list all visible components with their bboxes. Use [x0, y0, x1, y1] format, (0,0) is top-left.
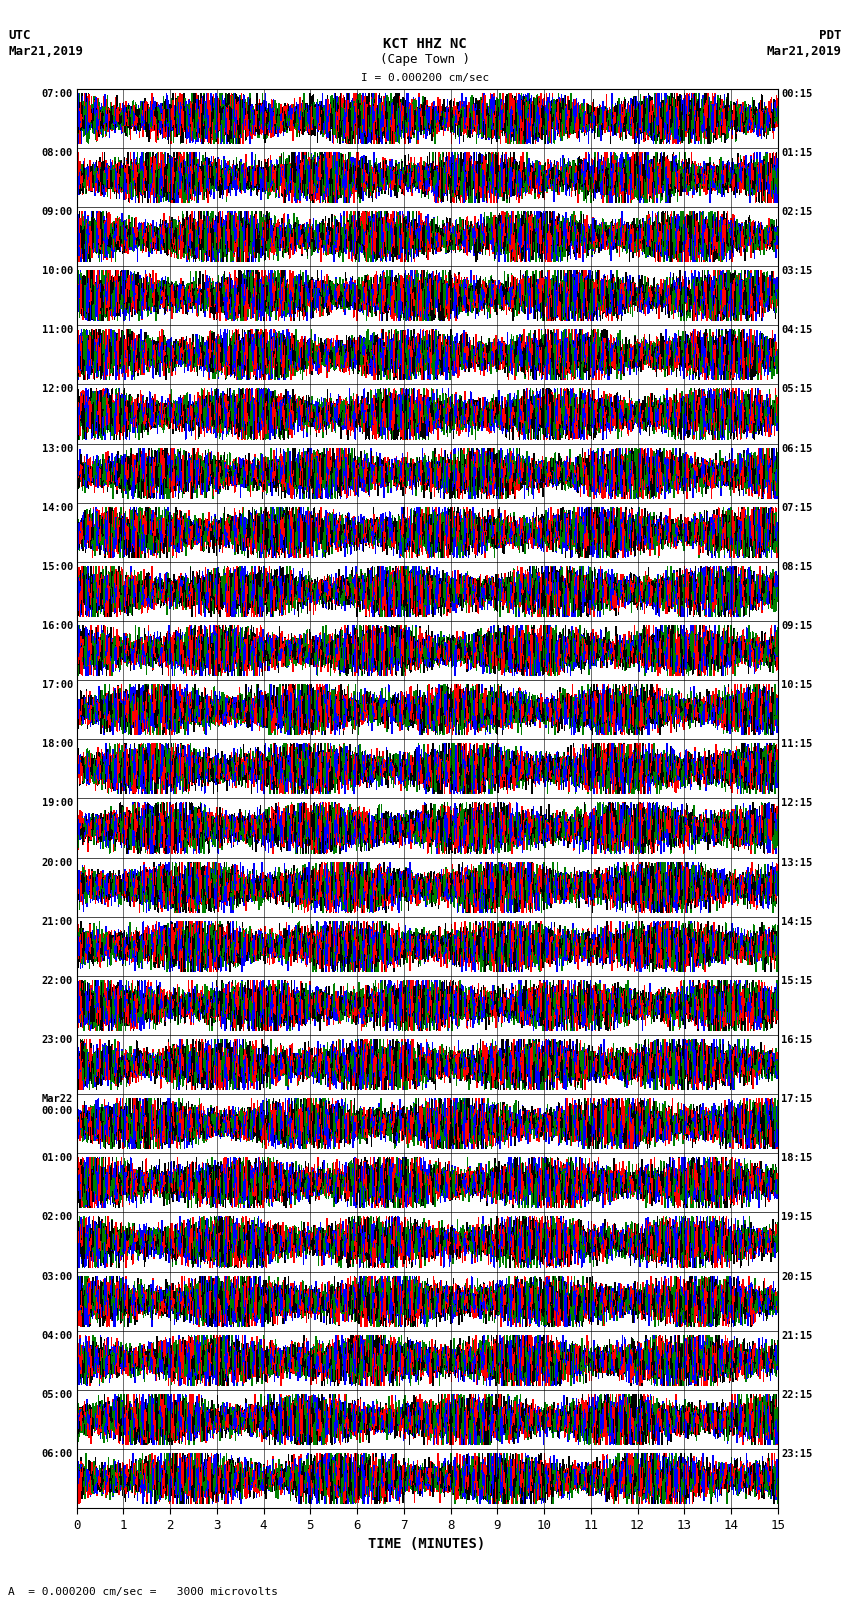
Text: 20:00: 20:00	[42, 858, 73, 868]
Text: A  = 0.000200 cm/sec =   3000 microvolts: A = 0.000200 cm/sec = 3000 microvolts	[8, 1587, 279, 1597]
Text: 19:00: 19:00	[42, 798, 73, 808]
Text: 17:15: 17:15	[781, 1094, 813, 1105]
Text: 17:00: 17:00	[42, 681, 73, 690]
Text: 15:15: 15:15	[781, 976, 813, 986]
Text: 00:15: 00:15	[781, 89, 813, 98]
Text: 06:15: 06:15	[781, 444, 813, 453]
Text: 16:15: 16:15	[781, 1036, 813, 1045]
Text: PDT: PDT	[819, 29, 842, 42]
Text: KCT HHZ NC: KCT HHZ NC	[383, 37, 467, 52]
Text: 08:00: 08:00	[42, 148, 73, 158]
Text: 09:00: 09:00	[42, 206, 73, 218]
Text: 10:00: 10:00	[42, 266, 73, 276]
Text: 03:15: 03:15	[781, 266, 813, 276]
Text: UTC: UTC	[8, 29, 31, 42]
Text: 02:15: 02:15	[781, 206, 813, 218]
Text: 01:15: 01:15	[781, 148, 813, 158]
Text: 22:00: 22:00	[42, 976, 73, 986]
Text: 12:00: 12:00	[42, 384, 73, 395]
Text: 14:00: 14:00	[42, 503, 73, 513]
Text: 07:00: 07:00	[42, 89, 73, 98]
Text: Mar21,2019: Mar21,2019	[767, 45, 842, 58]
Text: 08:15: 08:15	[781, 561, 813, 573]
Text: 12:15: 12:15	[781, 798, 813, 808]
Text: 21:15: 21:15	[781, 1331, 813, 1340]
Text: 14:15: 14:15	[781, 916, 813, 927]
Text: 23:00: 23:00	[42, 1036, 73, 1045]
Text: 03:00: 03:00	[42, 1271, 73, 1282]
Text: 04:00: 04:00	[42, 1331, 73, 1340]
Text: 19:15: 19:15	[781, 1213, 813, 1223]
Text: 22:15: 22:15	[781, 1390, 813, 1400]
Text: Mar21,2019: Mar21,2019	[8, 45, 83, 58]
Text: 02:00: 02:00	[42, 1213, 73, 1223]
Text: 21:00: 21:00	[42, 916, 73, 927]
Text: 06:00: 06:00	[42, 1448, 73, 1460]
Text: 10:15: 10:15	[781, 681, 813, 690]
Text: 05:15: 05:15	[781, 384, 813, 395]
Text: 05:00: 05:00	[42, 1390, 73, 1400]
Text: 13:15: 13:15	[781, 858, 813, 868]
Text: Mar22
00:00: Mar22 00:00	[42, 1094, 73, 1116]
Text: I = 0.000200 cm/sec: I = 0.000200 cm/sec	[361, 73, 489, 82]
X-axis label: TIME (MINUTES): TIME (MINUTES)	[369, 1537, 485, 1552]
Text: 16:00: 16:00	[42, 621, 73, 631]
Text: 18:15: 18:15	[781, 1153, 813, 1163]
Text: 04:15: 04:15	[781, 326, 813, 336]
Text: 23:15: 23:15	[781, 1448, 813, 1460]
Text: 18:00: 18:00	[42, 739, 73, 750]
Text: 09:15: 09:15	[781, 621, 813, 631]
Text: (Cape Town ): (Cape Town )	[380, 53, 470, 66]
Text: 15:00: 15:00	[42, 561, 73, 573]
Text: 13:00: 13:00	[42, 444, 73, 453]
Text: 11:00: 11:00	[42, 326, 73, 336]
Text: 01:00: 01:00	[42, 1153, 73, 1163]
Text: 07:15: 07:15	[781, 503, 813, 513]
Text: 11:15: 11:15	[781, 739, 813, 750]
Text: 20:15: 20:15	[781, 1271, 813, 1282]
